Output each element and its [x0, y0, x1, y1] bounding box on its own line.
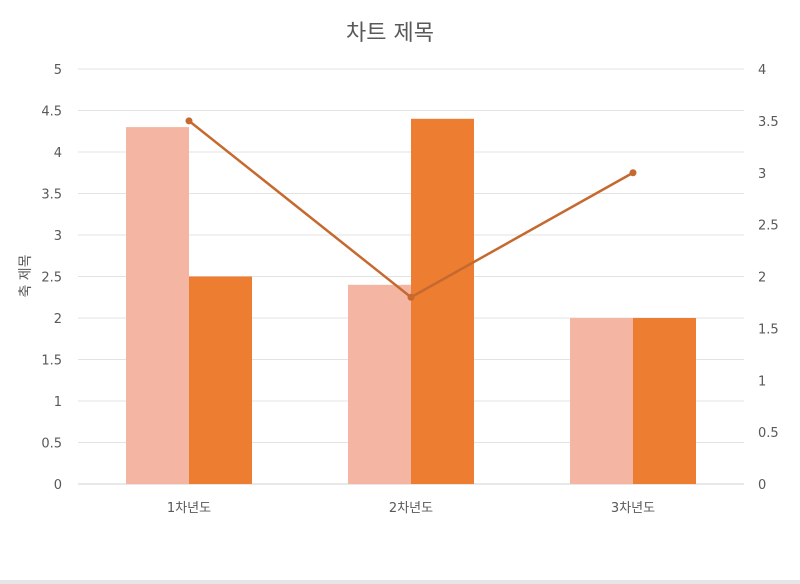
- right-tick-label: 3: [758, 167, 766, 182]
- bar-series: [126, 118, 696, 485]
- left-tick-label: 4: [54, 146, 62, 161]
- right-tick-label: 0.5: [758, 426, 779, 441]
- left-tick-label: 4.5: [41, 105, 62, 120]
- right-tick-label: 2.5: [758, 219, 779, 234]
- category-label: 3차년도: [611, 501, 655, 516]
- left-tick-label: 3: [54, 229, 62, 244]
- category-labels: 1차년도 2차년도 3차년도: [167, 501, 655, 516]
- left-tick-label: 2.5: [41, 271, 62, 286]
- left-tick-label: 5: [54, 63, 62, 78]
- line-point: [629, 169, 637, 177]
- category-label: 1차년도: [167, 501, 211, 516]
- right-axis-ticks: 0 0.5 1 1.5 2 2.5 3 3.5 4: [758, 63, 779, 493]
- line-series: [185, 117, 637, 301]
- right-tick-label: 0: [758, 478, 766, 493]
- right-tick-label: 2: [758, 271, 766, 286]
- left-axis-ticks: 0 0.5 1 1.5 2 2.5 3 3.5 4 4.5 5: [41, 63, 62, 493]
- bar: [126, 127, 189, 484]
- left-tick-label: 1: [54, 395, 62, 410]
- bar: [633, 318, 696, 484]
- right-tick-label: 4: [758, 63, 766, 78]
- left-tick-label: 0: [54, 478, 62, 493]
- bottom-divider: [0, 580, 800, 584]
- bar: [570, 318, 633, 484]
- right-tick-label: 1: [758, 374, 766, 389]
- bar: [189, 276, 252, 484]
- left-tick-label: 1.5: [41, 354, 62, 369]
- category-label: 2차년도: [389, 501, 433, 516]
- right-tick-label: 3.5: [758, 115, 779, 130]
- y-axis-title: 축 제목: [18, 254, 34, 297]
- left-tick-label: 3.5: [41, 188, 62, 203]
- left-tick-label: 2: [54, 312, 62, 327]
- right-tick-label: 1.5: [758, 322, 779, 337]
- left-tick-label: 0.5: [41, 437, 62, 452]
- line-point: [185, 117, 193, 125]
- line-point: [407, 293, 415, 301]
- bar: [411, 118, 474, 485]
- chart-title: 차트 제목: [346, 21, 434, 46]
- bar: [348, 284, 411, 484]
